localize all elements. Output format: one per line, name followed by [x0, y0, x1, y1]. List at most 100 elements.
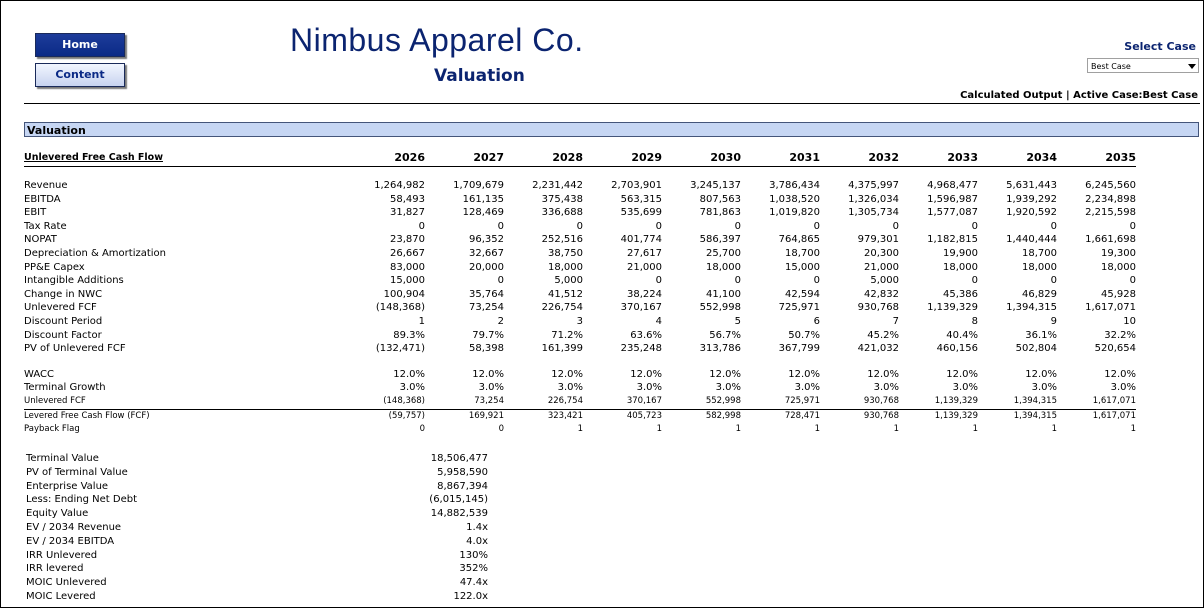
row-value: 12.0%	[393, 368, 425, 380]
summary-row: PV of Terminal Value 5,958,590	[24, 466, 488, 480]
row-value: 3,786,434	[769, 180, 820, 191]
row-value: 63.6%	[630, 329, 662, 341]
row-value: 83,000	[390, 261, 425, 273]
row-value: 226,754	[541, 302, 583, 314]
row-value: 9	[1050, 315, 1057, 327]
table-row: Intangible Additions 15,000 0 5,000 0 0 0 5,000…	[24, 274, 1136, 288]
row-value: 71.2%	[551, 329, 583, 341]
row-value: 3,245,137	[690, 180, 741, 191]
row-value: 21,000	[627, 261, 662, 273]
summary-label: IRR Unlevered	[26, 549, 98, 561]
page-subtitle: Valuation	[434, 66, 525, 86]
select-case-label: Select Case	[1124, 40, 1196, 53]
row-value: 5,000	[554, 275, 583, 287]
row-value: 21,000	[864, 261, 899, 273]
row-value: 401,774	[620, 234, 662, 246]
row-value: 0	[419, 424, 425, 435]
summary-label: MOIC Levered	[26, 590, 96, 602]
row-label: EBITDA	[24, 193, 61, 205]
row-value: 1	[418, 315, 425, 327]
row-value: 12.0%	[788, 368, 820, 380]
row-value: 1	[1130, 424, 1136, 435]
row-value: 89.3%	[393, 329, 425, 341]
row-value: 41,512	[548, 288, 583, 300]
row-value: 12.0%	[472, 368, 504, 380]
row-value: 15,000	[390, 275, 425, 287]
row-value: 0	[1129, 220, 1136, 232]
content-button[interactable]: Content	[35, 63, 125, 87]
case-dropdown[interactable]: Best Case	[1087, 58, 1199, 73]
summary-label: MOIC Unlevered	[26, 577, 107, 589]
summary-row: IRR levered 352%	[24, 562, 488, 576]
row-value: 2,703,901	[611, 180, 662, 191]
row-value: 930,768	[863, 410, 899, 421]
row-value: 405,723	[626, 410, 662, 421]
row-label: PV of Unlevered FCF	[24, 343, 126, 355]
row-value: 128,469	[462, 207, 504, 219]
row-value: 1,596,987	[927, 193, 978, 205]
row-value: 1,394,315	[1013, 410, 1057, 421]
summary-label: Enterprise Value	[26, 480, 109, 492]
company-title: Nimbus Apparel Co.	[290, 22, 584, 58]
row-label: Discount Period	[24, 315, 103, 327]
year-header: 2029	[583, 150, 662, 167]
row-value: 18,000	[548, 261, 583, 273]
row-value: 0	[892, 220, 899, 232]
row-value: 7	[892, 315, 899, 327]
row-value: 226,754	[504, 394, 583, 410]
row-value: 4	[655, 315, 662, 327]
year-header: 2035	[1057, 150, 1136, 167]
row-value: 1,577,087	[927, 207, 978, 219]
table-header-row: Unlevered Free Cash Flow 2026 2027 2028 2029…	[24, 150, 1136, 167]
row-value: 0	[655, 220, 662, 232]
row-value: 3.0%	[873, 382, 899, 394]
row-value: 19,900	[943, 247, 978, 259]
row-value: 36.1%	[1025, 329, 1057, 341]
row-value: 0	[497, 220, 504, 232]
spacer-cell	[24, 356, 334, 368]
row-value: 1,038,520	[769, 193, 820, 205]
table-row: EBITDA 58,493 161,135 375,438 563,315 807,563…	[24, 193, 1136, 207]
row-value: 313,786	[699, 343, 741, 355]
row-value: 27,617	[627, 247, 662, 259]
table-row: Revenue 1,264,982 1,709,679 2,231,442 2,703,…	[24, 179, 1136, 193]
row-value: 3.0%	[636, 382, 662, 394]
year-header: 2034	[978, 150, 1057, 167]
spacer-row	[24, 356, 1136, 368]
row-value: 1,394,315	[1006, 302, 1057, 314]
row-value: 38,224	[627, 288, 662, 300]
summary-label: Terminal Value	[26, 453, 99, 464]
row-value: 19,300	[1101, 247, 1136, 259]
spacer-row	[24, 167, 1136, 180]
column-header-label: Unlevered Free Cash Flow	[24, 150, 334, 167]
row-value: 252,516	[541, 234, 583, 246]
row-value: 58,398	[469, 343, 504, 355]
chevron-down-icon[interactable]	[1188, 64, 1196, 69]
row-value: 323,421	[547, 410, 583, 421]
row-label: Unlevered FCF	[24, 394, 334, 410]
row-value: 25,700	[706, 247, 741, 259]
row-value: 586,397	[699, 234, 741, 246]
row-value: 18,700	[1022, 247, 1057, 259]
table-row: PP&E Capex 83,000 20,000 18,000 21,000 18,000…	[24, 261, 1136, 275]
row-label: Intangible Additions	[24, 275, 124, 287]
table-row: Discount Period 1 2 3 4 5 6 7 8 9 10	[24, 315, 1136, 329]
row-value: 1,139,329	[934, 410, 978, 421]
row-label: NOPAT	[24, 234, 57, 246]
row-value: 96,352	[469, 234, 504, 246]
row-value: 502,804	[1015, 343, 1057, 355]
row-value: 725,971	[778, 302, 820, 314]
summary-label: EV / 2034 EBITDA	[26, 535, 115, 547]
row-value: 3.0%	[715, 382, 741, 394]
row-value: 32,667	[469, 247, 504, 259]
table-row: Unlevered FCF (148,368) 73,254 226,754 370,1…	[24, 301, 1136, 315]
row-value: 35,764	[469, 288, 504, 300]
row-value: 1,264,982	[374, 180, 425, 191]
summary-value: 18,506,477	[430, 453, 488, 464]
row-value: 1,939,292	[1006, 193, 1057, 205]
summary-row: Terminal Value 18,506,477	[24, 452, 488, 466]
summary-row: EV / 2034 Revenue 1.4x	[24, 521, 488, 535]
home-button[interactable]: Home	[35, 33, 125, 57]
year-header: 2031	[741, 150, 820, 167]
row-value: 0	[813, 275, 820, 287]
